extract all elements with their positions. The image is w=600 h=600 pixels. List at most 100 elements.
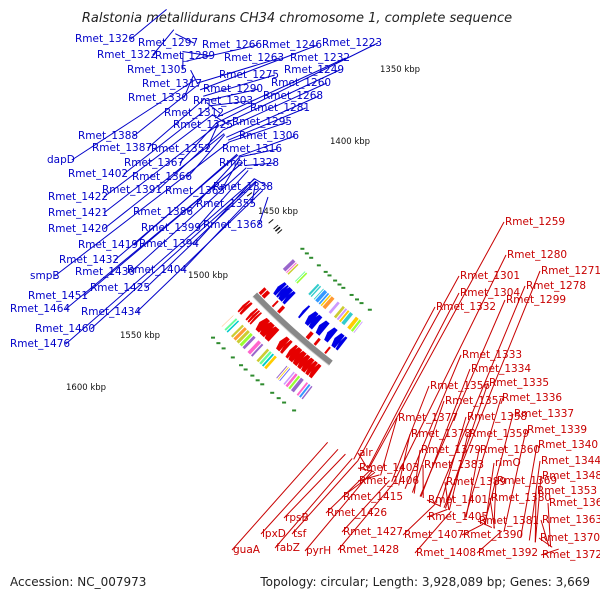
forward-gene-category bbox=[282, 259, 296, 272]
gc-marker bbox=[304, 252, 309, 255]
reverse-gene bbox=[247, 310, 261, 323]
gene-label: Rmet_1402 bbox=[68, 168, 128, 180]
leader-line bbox=[434, 285, 526, 504]
reverse-gene-category bbox=[250, 343, 264, 357]
leader-line bbox=[65, 178, 255, 345]
gene-label: Rmet_1289 bbox=[155, 50, 215, 62]
reverse-gene bbox=[313, 337, 321, 346]
forward-gene bbox=[276, 284, 289, 298]
leader-line bbox=[147, 98, 205, 149]
gc-marker bbox=[355, 298, 360, 301]
forward-gene-category bbox=[320, 294, 332, 307]
forward-gene-category bbox=[336, 308, 348, 321]
gene-label: Rmet_1363 bbox=[542, 514, 600, 526]
leader-line bbox=[439, 416, 467, 507]
kbp-ticks: 1350 kbp 1400 kbp 1450 kbp 1500 kbp 1550 kbp… bbox=[66, 65, 420, 393]
gene-label: Rmet_1355 bbox=[196, 198, 256, 210]
gc-marker bbox=[292, 409, 297, 412]
reverse-gene-category bbox=[279, 368, 291, 382]
gene-label: pyrH bbox=[306, 545, 331, 557]
leader-line bbox=[465, 449, 480, 518]
gene-label: Rmet_1325 bbox=[173, 119, 233, 131]
leader-line bbox=[489, 497, 495, 529]
gene-label: Rmet_1451 bbox=[28, 290, 88, 302]
gene-label: Rmet_1415 bbox=[343, 491, 403, 503]
forward-gene-category bbox=[313, 288, 324, 300]
leader-line bbox=[368, 221, 505, 469]
reverse-gene bbox=[249, 312, 262, 325]
leader-line bbox=[402, 503, 436, 536]
reverse-gene bbox=[261, 290, 271, 299]
gene-label: Rmet_1399 bbox=[141, 222, 201, 234]
forward-gene-category bbox=[310, 285, 322, 298]
forward-gene bbox=[278, 287, 293, 302]
reverse-gene-category bbox=[264, 355, 277, 370]
gene-label: Rmet_1303 bbox=[193, 95, 253, 107]
gene-label: Rmet_1405 bbox=[428, 511, 488, 523]
leader-line bbox=[391, 385, 430, 482]
leader-line bbox=[534, 490, 537, 543]
leader-line bbox=[540, 519, 550, 547]
leader-line bbox=[260, 448, 339, 535]
gene-label: Rmet_1259 bbox=[505, 216, 565, 228]
kbp-tick-label: 1350 kbp bbox=[380, 65, 420, 75]
leader-line bbox=[528, 460, 541, 541]
leader-line bbox=[190, 69, 199, 85]
gene-label: Rmet_1339 bbox=[527, 424, 587, 436]
leader-line bbox=[414, 510, 452, 554]
gene-label: Rmet_1232 bbox=[290, 52, 350, 64]
leader-line bbox=[186, 44, 258, 62]
leader-line bbox=[219, 69, 341, 127]
gc-marker bbox=[300, 247, 305, 250]
gene-label: Rmet_1404 bbox=[127, 264, 187, 276]
leader-line bbox=[194, 178, 255, 245]
gene-label: Rmet_1386 bbox=[133, 206, 193, 218]
gene-label: Rmet_1460 bbox=[35, 323, 95, 335]
leader-line bbox=[477, 520, 493, 528]
gc-marker bbox=[316, 264, 321, 267]
leader-line bbox=[182, 51, 211, 57]
kbp-tick-label: 1550 kbp bbox=[120, 331, 160, 341]
reverse-gene-category bbox=[288, 375, 301, 390]
leader-line bbox=[444, 382, 489, 509]
leader-line bbox=[461, 523, 484, 536]
reverse-gene-category bbox=[224, 318, 238, 331]
leader-line bbox=[206, 123, 219, 150]
reverse-gene bbox=[237, 300, 251, 313]
kbp-tick-mark bbox=[274, 226, 281, 232]
kbp-tick-label: 1500 kbp bbox=[188, 271, 228, 281]
gene-label: Rmet_1360 bbox=[480, 444, 540, 456]
gene-label: Rmet_1340 bbox=[538, 439, 598, 451]
forward-gene bbox=[298, 305, 311, 319]
gc-marker bbox=[337, 283, 342, 286]
leader-line bbox=[103, 123, 219, 214]
leader-line bbox=[133, 84, 198, 137]
backbone-arc bbox=[252, 292, 333, 366]
reverse-gene bbox=[292, 350, 307, 367]
leader-line bbox=[380, 417, 398, 476]
gene-label: Rmet_1367 bbox=[124, 157, 184, 169]
reverse-gene bbox=[324, 346, 331, 355]
kbp-tick-mark bbox=[277, 229, 283, 234]
kbp-tick-mark bbox=[275, 227, 281, 232]
gene-label: Rmet_1357 bbox=[445, 395, 505, 407]
forward-gene-category bbox=[322, 296, 335, 310]
gc-marker bbox=[260, 383, 265, 386]
gene-label: Rmet_1365 bbox=[165, 185, 225, 197]
gene-label: Rmet_1362 bbox=[549, 497, 600, 509]
reverse-gene bbox=[277, 305, 286, 314]
gene-label: Rmet_1464 bbox=[10, 303, 70, 315]
gene-label: Rmet_1427 bbox=[343, 526, 403, 538]
leader-line bbox=[222, 82, 328, 131]
gene-label: Rmet_1378 bbox=[411, 428, 471, 440]
gene-label: Rmet_1348 bbox=[542, 470, 600, 482]
gc-marker bbox=[270, 391, 275, 394]
gc-marker bbox=[276, 397, 281, 400]
gene-label: Rmet_1419 bbox=[78, 239, 138, 251]
gene-label: Rmet_1421 bbox=[48, 207, 108, 219]
forward-gene-category bbox=[341, 311, 354, 326]
chromosome-backbone bbox=[252, 292, 333, 366]
backbone-edge bbox=[252, 296, 330, 366]
kbp-tick-label: 1400 kbp bbox=[330, 137, 370, 147]
leader-line bbox=[357, 467, 374, 473]
